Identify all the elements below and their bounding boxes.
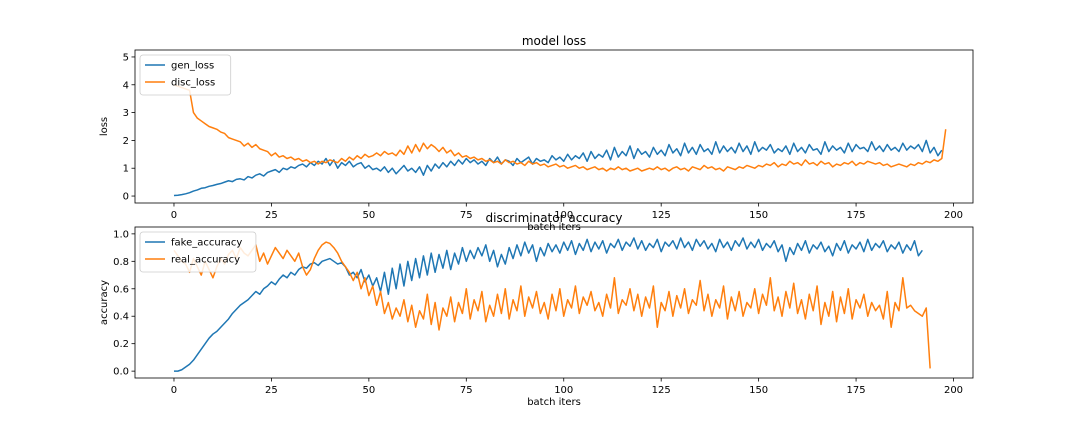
y-tick-label: 5	[123, 52, 129, 63]
legend-entry-disc_loss: disc_loss	[171, 78, 215, 89]
legend-entry-real_accuracy: real_accuracy	[171, 255, 240, 266]
y-tick-label: 1.0	[113, 229, 129, 240]
x-tick-label: 100	[554, 385, 573, 396]
x-tick-label: 75	[460, 210, 473, 221]
legend: fake_accuracy real_accuracy	[139, 231, 257, 273]
x-tick-label: 25	[265, 210, 278, 221]
chart-panel-2: 0 25 50 75 100 125 150 175 200 0.0 0.2 0.4 0.6 0.8 1.0…	[99, 211, 974, 408]
y-tick-label: 3	[123, 108, 129, 119]
x-tick-label: 50	[362, 210, 375, 221]
x-axis-label: batch iters	[527, 222, 581, 233]
x-tick-label: 0	[171, 385, 177, 396]
plot-frame	[134, 226, 974, 379]
y-tick-label: 0.2	[113, 339, 129, 350]
series-group	[173, 237, 931, 372]
x-tick-label: 150	[749, 210, 768, 221]
series-line-fake_accuracy	[173, 237, 923, 372]
x-tick-label: 75	[460, 385, 473, 396]
series-line-disc_loss	[173, 84, 947, 172]
y-axis-label: loss	[99, 117, 110, 136]
y-tick-label: 2	[123, 136, 129, 147]
y-tick-label: 0.4	[113, 312, 129, 323]
series-line-real_accuracy	[173, 241, 931, 369]
y-tick-label: 0.8	[113, 257, 129, 268]
x-tick-label: 125	[652, 210, 671, 221]
y-tick-label: 1	[123, 164, 129, 175]
x-tick-label: 50	[362, 385, 375, 396]
legend: gen_loss disc_loss	[139, 54, 232, 96]
series-line-gen_loss	[173, 139, 943, 197]
x-tick-label: 175	[847, 385, 866, 396]
plot-frame	[134, 49, 974, 204]
series-group	[173, 84, 947, 197]
x-tick-label: 0	[171, 210, 177, 221]
x-tick-label: 175	[847, 210, 866, 221]
y-tick-label: 0.0	[113, 367, 129, 378]
x-axis-label: batch iters	[527, 397, 581, 408]
y-tick-label: 0.6	[113, 284, 129, 295]
legend-box	[139, 231, 257, 273]
chart-title: model loss	[522, 34, 586, 48]
y-tick-label: 4	[123, 80, 129, 91]
x-tick-label: 200	[944, 385, 963, 396]
x-tick-label: 100	[554, 210, 573, 221]
chart-title: discriminator accuracy	[486, 211, 623, 225]
legend-entry-gen_loss: gen_loss	[171, 61, 214, 72]
x-tick-label: 150	[749, 385, 768, 396]
chart-panel-1: 0 25 50 75 100 125 150 175 200 0 1 2 3 4 5 model loss ba…	[99, 34, 974, 233]
x-tick-label: 125	[652, 385, 671, 396]
x-tick-label: 25	[265, 385, 278, 396]
y-tick-label: 0	[123, 192, 129, 203]
y-axis-label: accuracy	[99, 280, 110, 325]
legend-entry-fake_accuracy: fake_accuracy	[171, 238, 242, 249]
x-tick-label: 200	[944, 210, 963, 221]
